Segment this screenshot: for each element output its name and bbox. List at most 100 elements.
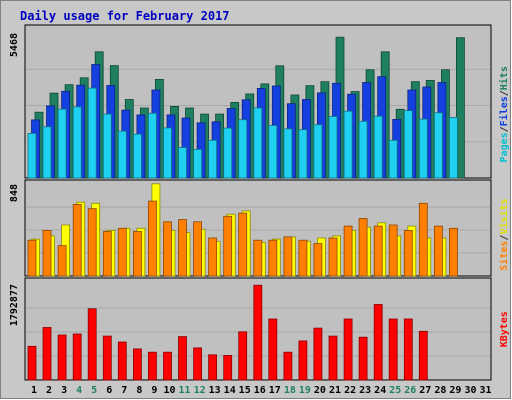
- bar-kbytes-day-20: [313, 327, 323, 381]
- bar-pages-day-4: [72, 106, 82, 179]
- bar-kbytes-day-22: [343, 318, 353, 381]
- axis-label-pages_files_hits: Pages/Files/Hits: [498, 66, 510, 162]
- x-tick-day-16: 16: [254, 385, 266, 396]
- bar-pages-day-24: [373, 115, 383, 179]
- bar-kbytes-day-23: [358, 336, 368, 381]
- bar-pages-day-15: [238, 119, 248, 179]
- bar-kbytes-day-16: [253, 284, 263, 381]
- axis-label-text: Pages/Files/Hits: [498, 66, 510, 162]
- x-tick-day-21: 21: [329, 385, 341, 396]
- bar-pages-day-27: [418, 118, 428, 179]
- bar-pages-day-5: [87, 87, 97, 179]
- axis-label-part: Hits: [498, 66, 510, 90]
- x-tick-day-9: 9: [151, 385, 157, 396]
- x-tick-day-30: 30: [464, 385, 476, 396]
- x-tick-day-27: 27: [419, 385, 431, 396]
- x-tick-day-28: 28: [434, 385, 446, 396]
- bar-kbytes-day-4: [72, 333, 82, 381]
- bar-pages-day-25: [388, 139, 398, 179]
- bar-kbytes-day-9: [147, 351, 157, 381]
- bar-pages-day-28: [433, 112, 443, 179]
- x-tick-day-18: 18: [284, 385, 296, 396]
- bar-kbytes-day-19: [298, 340, 308, 381]
- bar-sites-day-24: [373, 225, 383, 277]
- bar-pages-day-19: [298, 129, 308, 179]
- bar-sites-day-28: [433, 225, 443, 277]
- x-tick-day-17: 17: [269, 385, 281, 396]
- bar-kbytes-day-2: [42, 327, 52, 381]
- bar-sites-day-7: [117, 227, 127, 277]
- bar-sites-day-14: [223, 215, 233, 277]
- bar-pages-day-9: [147, 112, 157, 179]
- axis-label-part: /: [499, 235, 510, 241]
- bar-kbytes-day-12: [193, 347, 203, 381]
- x-tick-day-8: 8: [136, 385, 142, 396]
- x-tick-day-14: 14: [224, 385, 236, 396]
- axis-labels: 5468Pages/Files/Hits848Sites/Visits17928…: [9, 33, 510, 347]
- x-tick-day-4: 4: [76, 385, 82, 396]
- bar-kbytes-day-3: [57, 334, 67, 381]
- bar-pages-day-12: [193, 148, 203, 179]
- bar-pages-day-13: [208, 139, 218, 179]
- x-tick-day-12: 12: [194, 385, 206, 396]
- x-tick-day-22: 22: [344, 385, 356, 396]
- axis-label-part: Sites: [498, 241, 510, 271]
- x-tick-day-5: 5: [91, 385, 97, 396]
- axis-label-part: /: [499, 90, 510, 96]
- x-tick-day-26: 26: [404, 385, 416, 396]
- bar-pages-day-17: [268, 125, 278, 179]
- chart-title: Daily usage for February 2017: [20, 9, 230, 23]
- x-tick-labels: 1 2 3 4 5 6 7 8 9 10 11 12 13 14 15 16 17 18 19 20 21 22 23 24 2…: [31, 385, 492, 396]
- axis-label-part: Files: [498, 96, 510, 126]
- bar-sites-day-27: [418, 202, 428, 277]
- bar-pages-day-22: [343, 110, 353, 179]
- bar-pages-day-14: [223, 127, 233, 179]
- axis-label-part: Pages: [499, 132, 510, 162]
- bar-sites-day-17: [268, 239, 278, 277]
- x-tick-day-7: 7: [121, 385, 127, 396]
- bar-pages-day-8: [132, 133, 142, 179]
- bar-kbytes-day-24: [373, 304, 383, 381]
- bar-sites-day-20: [313, 243, 323, 277]
- x-tick-day-25: 25: [389, 385, 401, 396]
- bar-pages-day-1: [27, 132, 37, 179]
- axis-label-text: KBytes: [499, 311, 510, 347]
- bar-sites-day-25: [388, 224, 398, 277]
- bar-sites-day-23: [358, 218, 368, 277]
- bar-sites-day-4: [72, 203, 82, 277]
- bar-sites-day-12: [193, 221, 203, 277]
- bar-kbytes-day-7: [117, 341, 127, 381]
- bar-kbytes-day-18: [283, 351, 293, 381]
- axis-label-part: Visits: [498, 198, 510, 234]
- x-tick-day-10: 10: [163, 385, 175, 396]
- bar-kbytes-day-14: [223, 354, 233, 381]
- bar-sites-day-2: [42, 229, 52, 277]
- x-tick-day-24: 24: [374, 385, 386, 396]
- bar-pages-day-21: [328, 116, 338, 179]
- bar-pages-day-6: [102, 113, 112, 179]
- bar-sites-day-16: [253, 239, 263, 277]
- bar-sites-day-11: [178, 219, 187, 277]
- bar-kbytes-day-10: [163, 351, 172, 381]
- bar-pages-day-18: [283, 128, 293, 179]
- bar-sites-day-8: [132, 231, 142, 277]
- bar-kbytes-day-8: [132, 348, 142, 381]
- bar-kbytes-day-21: [328, 335, 338, 381]
- bar-pages-day-3: [57, 108, 67, 179]
- bar-sites-day-29: [448, 227, 458, 277]
- x-tick-day-3: 3: [61, 385, 67, 396]
- bar-kbytes-day-27: [418, 330, 428, 381]
- bar-kbytes-day-26: [403, 318, 413, 381]
- axis-label-kbytes: KBytes: [499, 311, 510, 347]
- bar-sites-day-1: [27, 239, 37, 277]
- axis-label-part: KBytes: [499, 311, 510, 347]
- bars: [27, 36, 465, 381]
- x-tick-day-20: 20: [314, 385, 326, 396]
- bar-pages-day-29: [448, 117, 458, 179]
- max-value-label: 1792877: [9, 284, 20, 326]
- x-tick-day-2: 2: [46, 385, 52, 396]
- bar-sites-day-18: [283, 236, 293, 277]
- x-tick-day-23: 23: [359, 385, 371, 396]
- bar-kbytes-day-25: [388, 318, 398, 381]
